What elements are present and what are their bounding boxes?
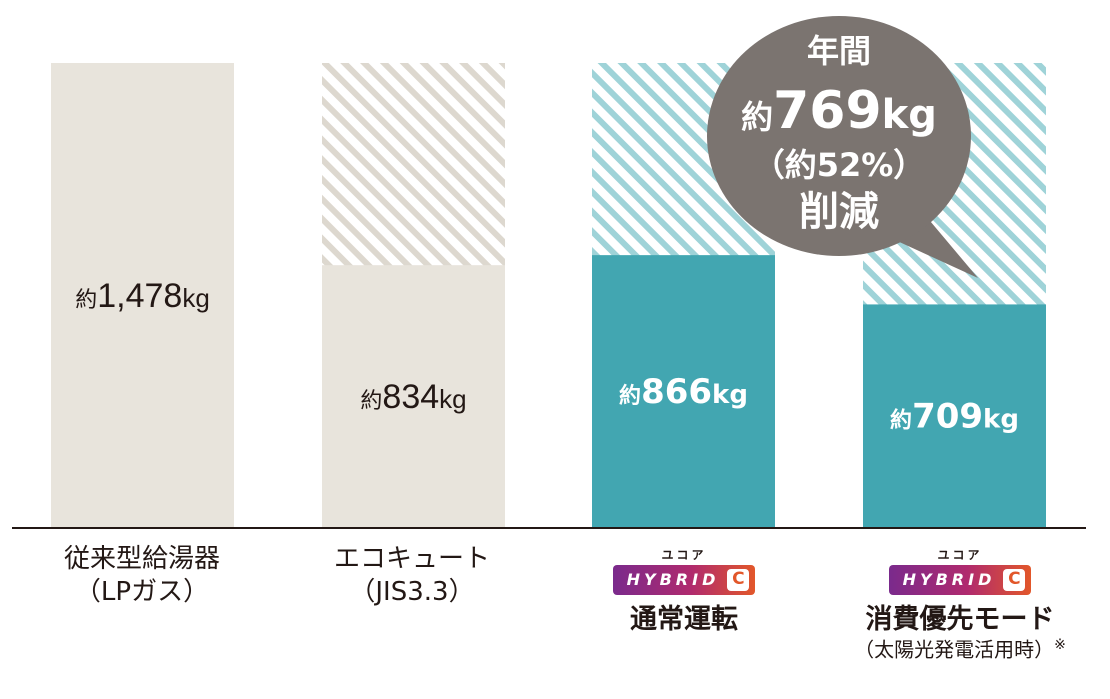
callout-number: 769 xyxy=(773,81,882,141)
value-label-hybrid-normal: 約866kg xyxy=(619,372,748,412)
value-prefix: 約 xyxy=(75,287,97,312)
category-line-2: （JIS3.3） xyxy=(349,576,475,607)
category-label-hybrid-normal: ユコア HYBRID C 通常運転 xyxy=(544,548,824,637)
brand-kana: ユコア xyxy=(661,548,707,562)
category-line-1: 従来型給湯器 xyxy=(63,544,220,574)
category-line-2: （LPガス） xyxy=(74,576,210,607)
brand-text: HYBRID xyxy=(902,570,996,589)
value-unit: kg xyxy=(712,380,748,410)
brand-c-icon: C xyxy=(1003,569,1026,591)
category-line-1: 通常運転 xyxy=(630,604,738,635)
bar-conventional-lpg xyxy=(51,63,234,527)
value-label-conventional: 約1,478kg xyxy=(75,277,210,315)
category-line-1: 消費優先モード xyxy=(865,604,1055,635)
value-label-ecocute: 約834kg xyxy=(360,378,466,416)
brand-kana: ユコア xyxy=(937,548,983,562)
reduction-callout: 年間 約769kg （約52%） 削減 xyxy=(707,16,978,278)
brand-text: HYBRID xyxy=(626,570,720,589)
category-sub-text: （太陽光発電活用時） xyxy=(854,637,1055,662)
category-line-1: エコキュート xyxy=(333,544,490,574)
value-number: 866 xyxy=(641,372,712,412)
callout-line-2: 約769kg xyxy=(741,81,937,141)
callout-line-3: （約52%） xyxy=(753,146,926,184)
callout-line-4: 削減 xyxy=(799,189,879,235)
value-prefix: 約 xyxy=(619,383,641,409)
value-number: 1,478 xyxy=(97,277,182,315)
brand-c-icon: C xyxy=(727,569,750,591)
value-unit: kg xyxy=(983,405,1019,435)
category-line-2: （太陽光発電活用時）※ xyxy=(815,637,1105,663)
bar-hybrid-consumption-priority xyxy=(863,304,1046,527)
category-label-ecocute: エコキュート （JIS3.3） xyxy=(272,543,552,608)
value-unit: kg xyxy=(182,283,209,313)
hybrid-brand-logo: ユコア HYBRID C xyxy=(815,548,1105,595)
value-number: 709 xyxy=(912,397,983,437)
value-unit: kg xyxy=(439,384,466,414)
category-label-hybrid-priority: ユコア HYBRID C 消費優先モード （太陽光発電活用時）※ xyxy=(815,548,1105,662)
hybrid-brand-logo: ユコア HYBRID C xyxy=(544,548,824,595)
value-label-hybrid-priority: 約709kg xyxy=(890,397,1019,437)
bar-hybrid-normal xyxy=(592,255,775,528)
note-mark: ※ xyxy=(1054,636,1066,653)
brand-badge: HYBRID C xyxy=(612,565,756,595)
bar-ecocute xyxy=(322,265,505,527)
callout-unit: kg xyxy=(882,92,937,138)
value-number: 834 xyxy=(382,378,439,416)
category-label-conventional: 従来型給湯器 （LPガス） xyxy=(2,543,282,608)
callout-prefix: 約 xyxy=(741,98,773,136)
value-prefix: 約 xyxy=(890,408,912,434)
value-prefix: 約 xyxy=(360,388,382,413)
callout-line-1: 年間 xyxy=(807,32,871,70)
callout-bubble xyxy=(707,16,971,256)
brand-badge: HYBRID C xyxy=(888,565,1032,595)
